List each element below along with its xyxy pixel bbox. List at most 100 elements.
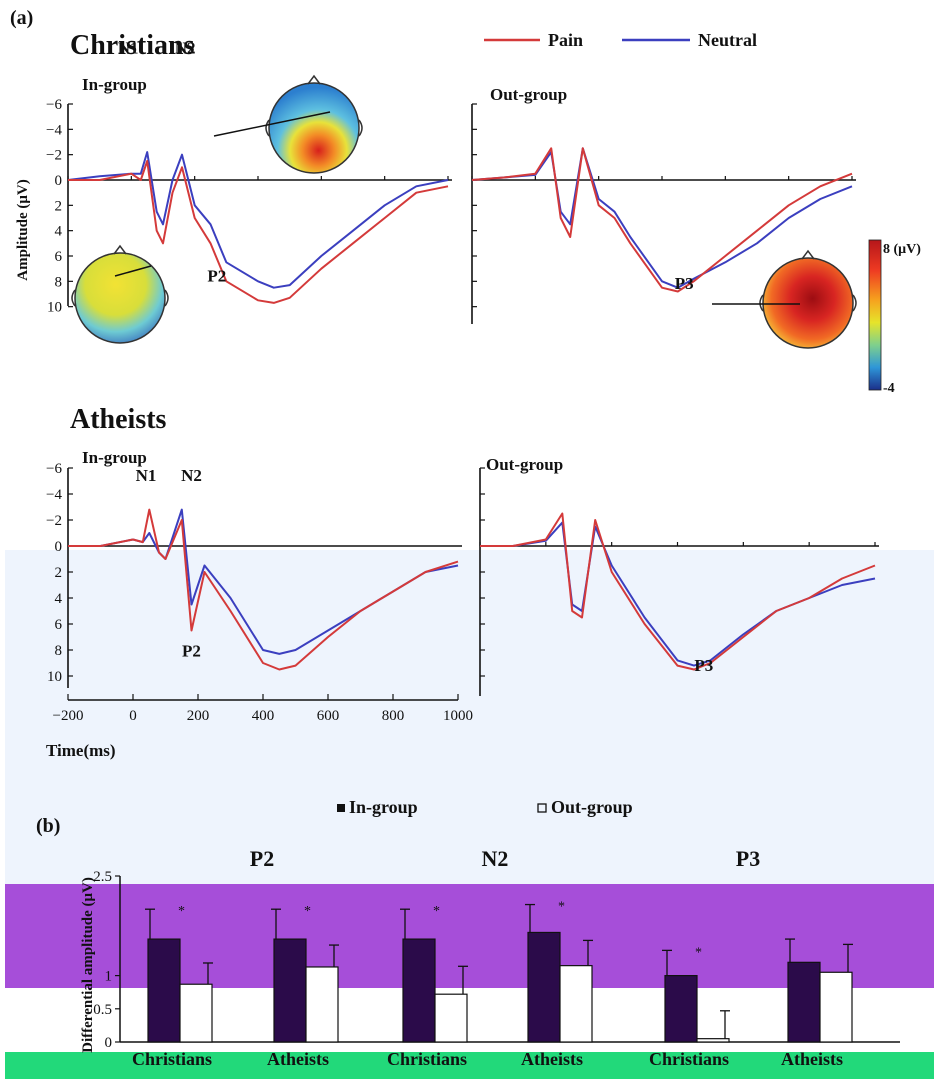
series-pain-line (471, 147, 853, 293)
y-tick-label: 6 (55, 617, 63, 633)
bar-chart-foreground: 0 0.5 1 Differential amplitude (μV) * Christi… (80, 876, 900, 1069)
bar-outgroup-christians (696, 1038, 730, 1043)
annotation-p2: P2 (207, 266, 226, 285)
component-title-n2: N2 (482, 846, 509, 871)
bar-outgroup-christians (179, 983, 213, 1043)
bar-outgroup-christians (434, 993, 468, 1043)
legend-pain-label: Pain (548, 30, 583, 50)
bar-ingroup-christians (402, 938, 436, 1043)
subtitle-atheists-in: In-group (82, 448, 147, 467)
legend-b: In-group Out-group (337, 797, 633, 817)
y-tick-label: 4 (55, 591, 63, 607)
bar-y-tick-label: 2.5 (93, 869, 112, 885)
scalp-map-p3 (712, 249, 857, 349)
y-tick-label: −2 (46, 148, 62, 164)
annotation-p3: P3 (694, 656, 713, 675)
y-tick-label: 0 (55, 173, 63, 189)
annotation-p3: P3 (675, 274, 694, 293)
significance-marker: * (304, 904, 311, 919)
y-tick-label: 8 (55, 274, 63, 290)
erp-plot-christians-out-group: P3 (471, 103, 856, 324)
component-title-p2: P2 (250, 846, 274, 871)
significance-marker: * (558, 900, 565, 915)
bar-ingroup-christians (664, 974, 698, 1043)
significance-marker: * (433, 904, 440, 919)
y-tick-label: −6 (46, 461, 62, 477)
annotation-n2: N2 (175, 38, 196, 57)
y-axis-label-a: Amplitude (μV) (15, 179, 31, 280)
annotation-p2: P2 (182, 642, 201, 661)
bar-category-label: Atheists (521, 1049, 583, 1069)
bar-y-tick-label: 0 (105, 1035, 113, 1051)
bar-ingroup-atheists (273, 938, 307, 1043)
legend-neutral-label: Neutral (698, 30, 757, 50)
bar-ingroup-christians (147, 938, 181, 1043)
x-tick-label: 600 (317, 708, 340, 724)
colorbar: 8 (μV) -4 (868, 239, 921, 396)
overlay-green (5, 1052, 934, 1079)
series-neutral-line (67, 151, 449, 289)
x-tick-label: 0 (129, 708, 137, 724)
y-tick-label: −4 (46, 122, 62, 138)
panel-a-label: (a) (10, 7, 33, 29)
y-tick-label: 8 (55, 643, 63, 659)
series-neutral-line (471, 147, 853, 289)
legend-in-group-swatch (337, 804, 345, 812)
bar-ingroup-atheists (787, 961, 821, 1043)
legend-a: Pain Neutral (484, 30, 757, 50)
bar-category-label: Christians (132, 1049, 212, 1069)
y-tick-label: −6 (46, 97, 62, 113)
y-tick-label: 2 (55, 198, 63, 214)
subtitle-christians-out: Out-group (490, 85, 567, 104)
significance-marker: * (695, 945, 702, 960)
bar-ingroup-atheists (527, 931, 561, 1043)
bar-category-label: Atheists (781, 1049, 843, 1069)
series-pain-line (68, 508, 459, 671)
panel-b-label: (b) (36, 815, 60, 837)
x-tick-label: 1000 (443, 708, 473, 724)
bar-y-tick-label: 0.5 (93, 1002, 112, 1018)
legend-in-group-label: In-group (349, 797, 418, 817)
y-tick-label: 2 (55, 565, 63, 581)
legend-out-group-swatch (537, 803, 547, 813)
group-title-christians: Christians (70, 30, 195, 61)
bar-category-label: Christians (649, 1049, 729, 1069)
annotation-n1: N1 (118, 38, 139, 57)
bar-y-tick-label: 1 (105, 969, 113, 985)
series-pain-line (68, 160, 449, 304)
bar-category-label: Atheists (267, 1049, 329, 1069)
erp-plot-atheists-in-group: −6 −4 −2 0 2 4 6 8 10 −200 0 200 400 600 800 1000 N1 N2 P2 (46, 461, 473, 724)
x-axis-label-a: Time(ms) (46, 741, 116, 760)
x-tick-label: 200 (187, 708, 210, 724)
x-tick-label: −200 (53, 708, 84, 724)
y-tick-label: −4 (46, 487, 62, 503)
y-tick-label: 6 (55, 249, 63, 265)
n2-pointer (213, 111, 331, 137)
erp-plot-atheists-out-group: P3 (479, 467, 879, 696)
colorbar-max-label: 8 (μV) (883, 242, 921, 257)
y-tick-label: 0 (55, 539, 63, 555)
legend-out-group-label: Out-group (551, 797, 633, 817)
component-title-p3: P3 (736, 846, 760, 871)
y-tick-label: −2 (46, 513, 62, 529)
bar-y-axis-label: Differential amplitude (μV) (80, 877, 96, 1053)
p2-pointer (114, 265, 152, 277)
group-title-atheists: Atheists (70, 404, 167, 435)
bar-outgroup-atheists (819, 971, 853, 1043)
y-tick-label: 10 (47, 300, 62, 316)
bar-outgroup-atheists (559, 965, 593, 1043)
y-tick-label: 4 (55, 224, 63, 240)
series-pain-line (480, 512, 876, 671)
annotation-n1: N1 (136, 466, 157, 485)
x-tick-label: 800 (382, 708, 405, 724)
annotation-n2: N2 (181, 466, 202, 485)
significance-marker: * (178, 904, 185, 919)
scalp-map-p2 (71, 244, 169, 344)
erp-plot-christians-in-group: −6 −4 −2 0 2 4 6 8 10 N1 N2 P2 (46, 38, 452, 316)
x-tick-label: 400 (252, 708, 275, 724)
subtitle-atheists-out: Out-group (486, 455, 563, 474)
bar-outgroup-atheists (305, 966, 339, 1043)
subtitle-christians-in: In-group (82, 75, 147, 94)
scalp-map-n2 (213, 74, 363, 174)
